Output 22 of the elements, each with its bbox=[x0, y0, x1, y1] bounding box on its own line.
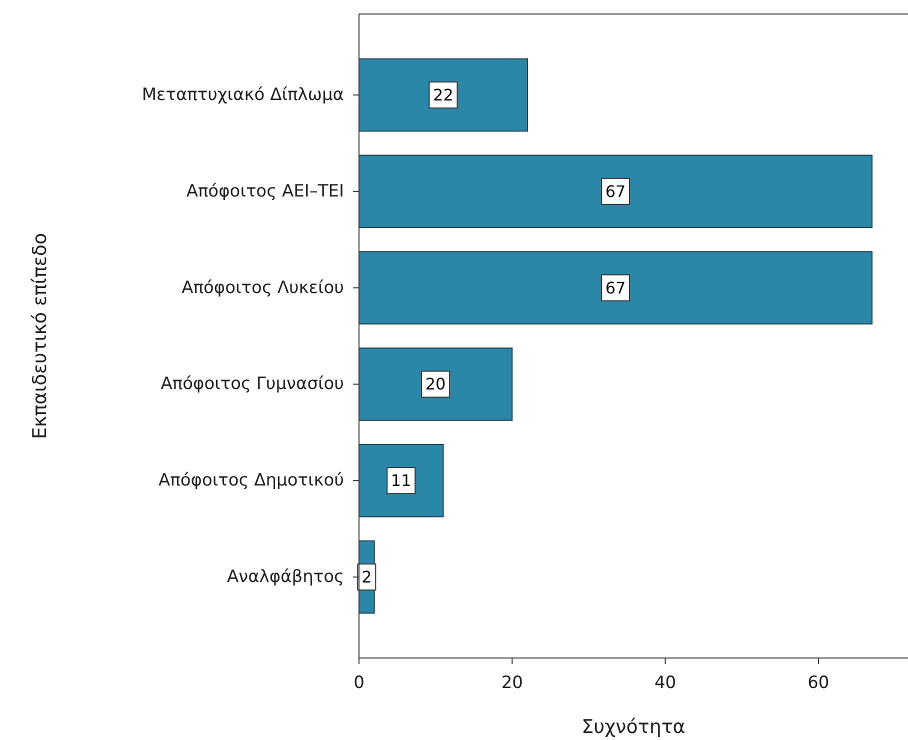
data-label: 2 bbox=[362, 568, 372, 587]
x-tick-label: 40 bbox=[654, 673, 676, 693]
y-tick-label: Απόφοιτος ΑΕΙ–ΤΕΙ bbox=[186, 181, 344, 202]
data-label: 67 bbox=[605, 182, 626, 201]
y-tick-label: Απόφοιτος Δημοτικού bbox=[158, 470, 344, 491]
data-label: 11 bbox=[390, 471, 412, 490]
y-tick-label: Αναλφάβητος bbox=[226, 567, 344, 588]
data-label: 67 bbox=[605, 278, 626, 298]
y-tick-label: Μεταπτυχιακό Δίπλωμα bbox=[142, 84, 344, 105]
bar bbox=[358, 58, 528, 132]
y-tick-label: Απόφοιτος Λυκείου bbox=[182, 278, 344, 298]
x-tick-label: 0 bbox=[354, 673, 364, 693]
x-tick-label: 60 bbox=[808, 673, 830, 693]
bar bbox=[358, 154, 873, 228]
data-label: 20 bbox=[425, 374, 446, 394]
bar bbox=[358, 348, 513, 421]
data-label: 22 bbox=[433, 85, 454, 104]
y-tick-label: Απόφοιτος Γυμνασίου bbox=[160, 374, 344, 394]
y-axis-title: Εκπαιδευτικό επίπεδο bbox=[29, 232, 51, 440]
x-tick-label: 20 bbox=[501, 673, 523, 693]
x-axis-title: Συχνότητα bbox=[582, 716, 686, 738]
bar bbox=[358, 251, 873, 324]
